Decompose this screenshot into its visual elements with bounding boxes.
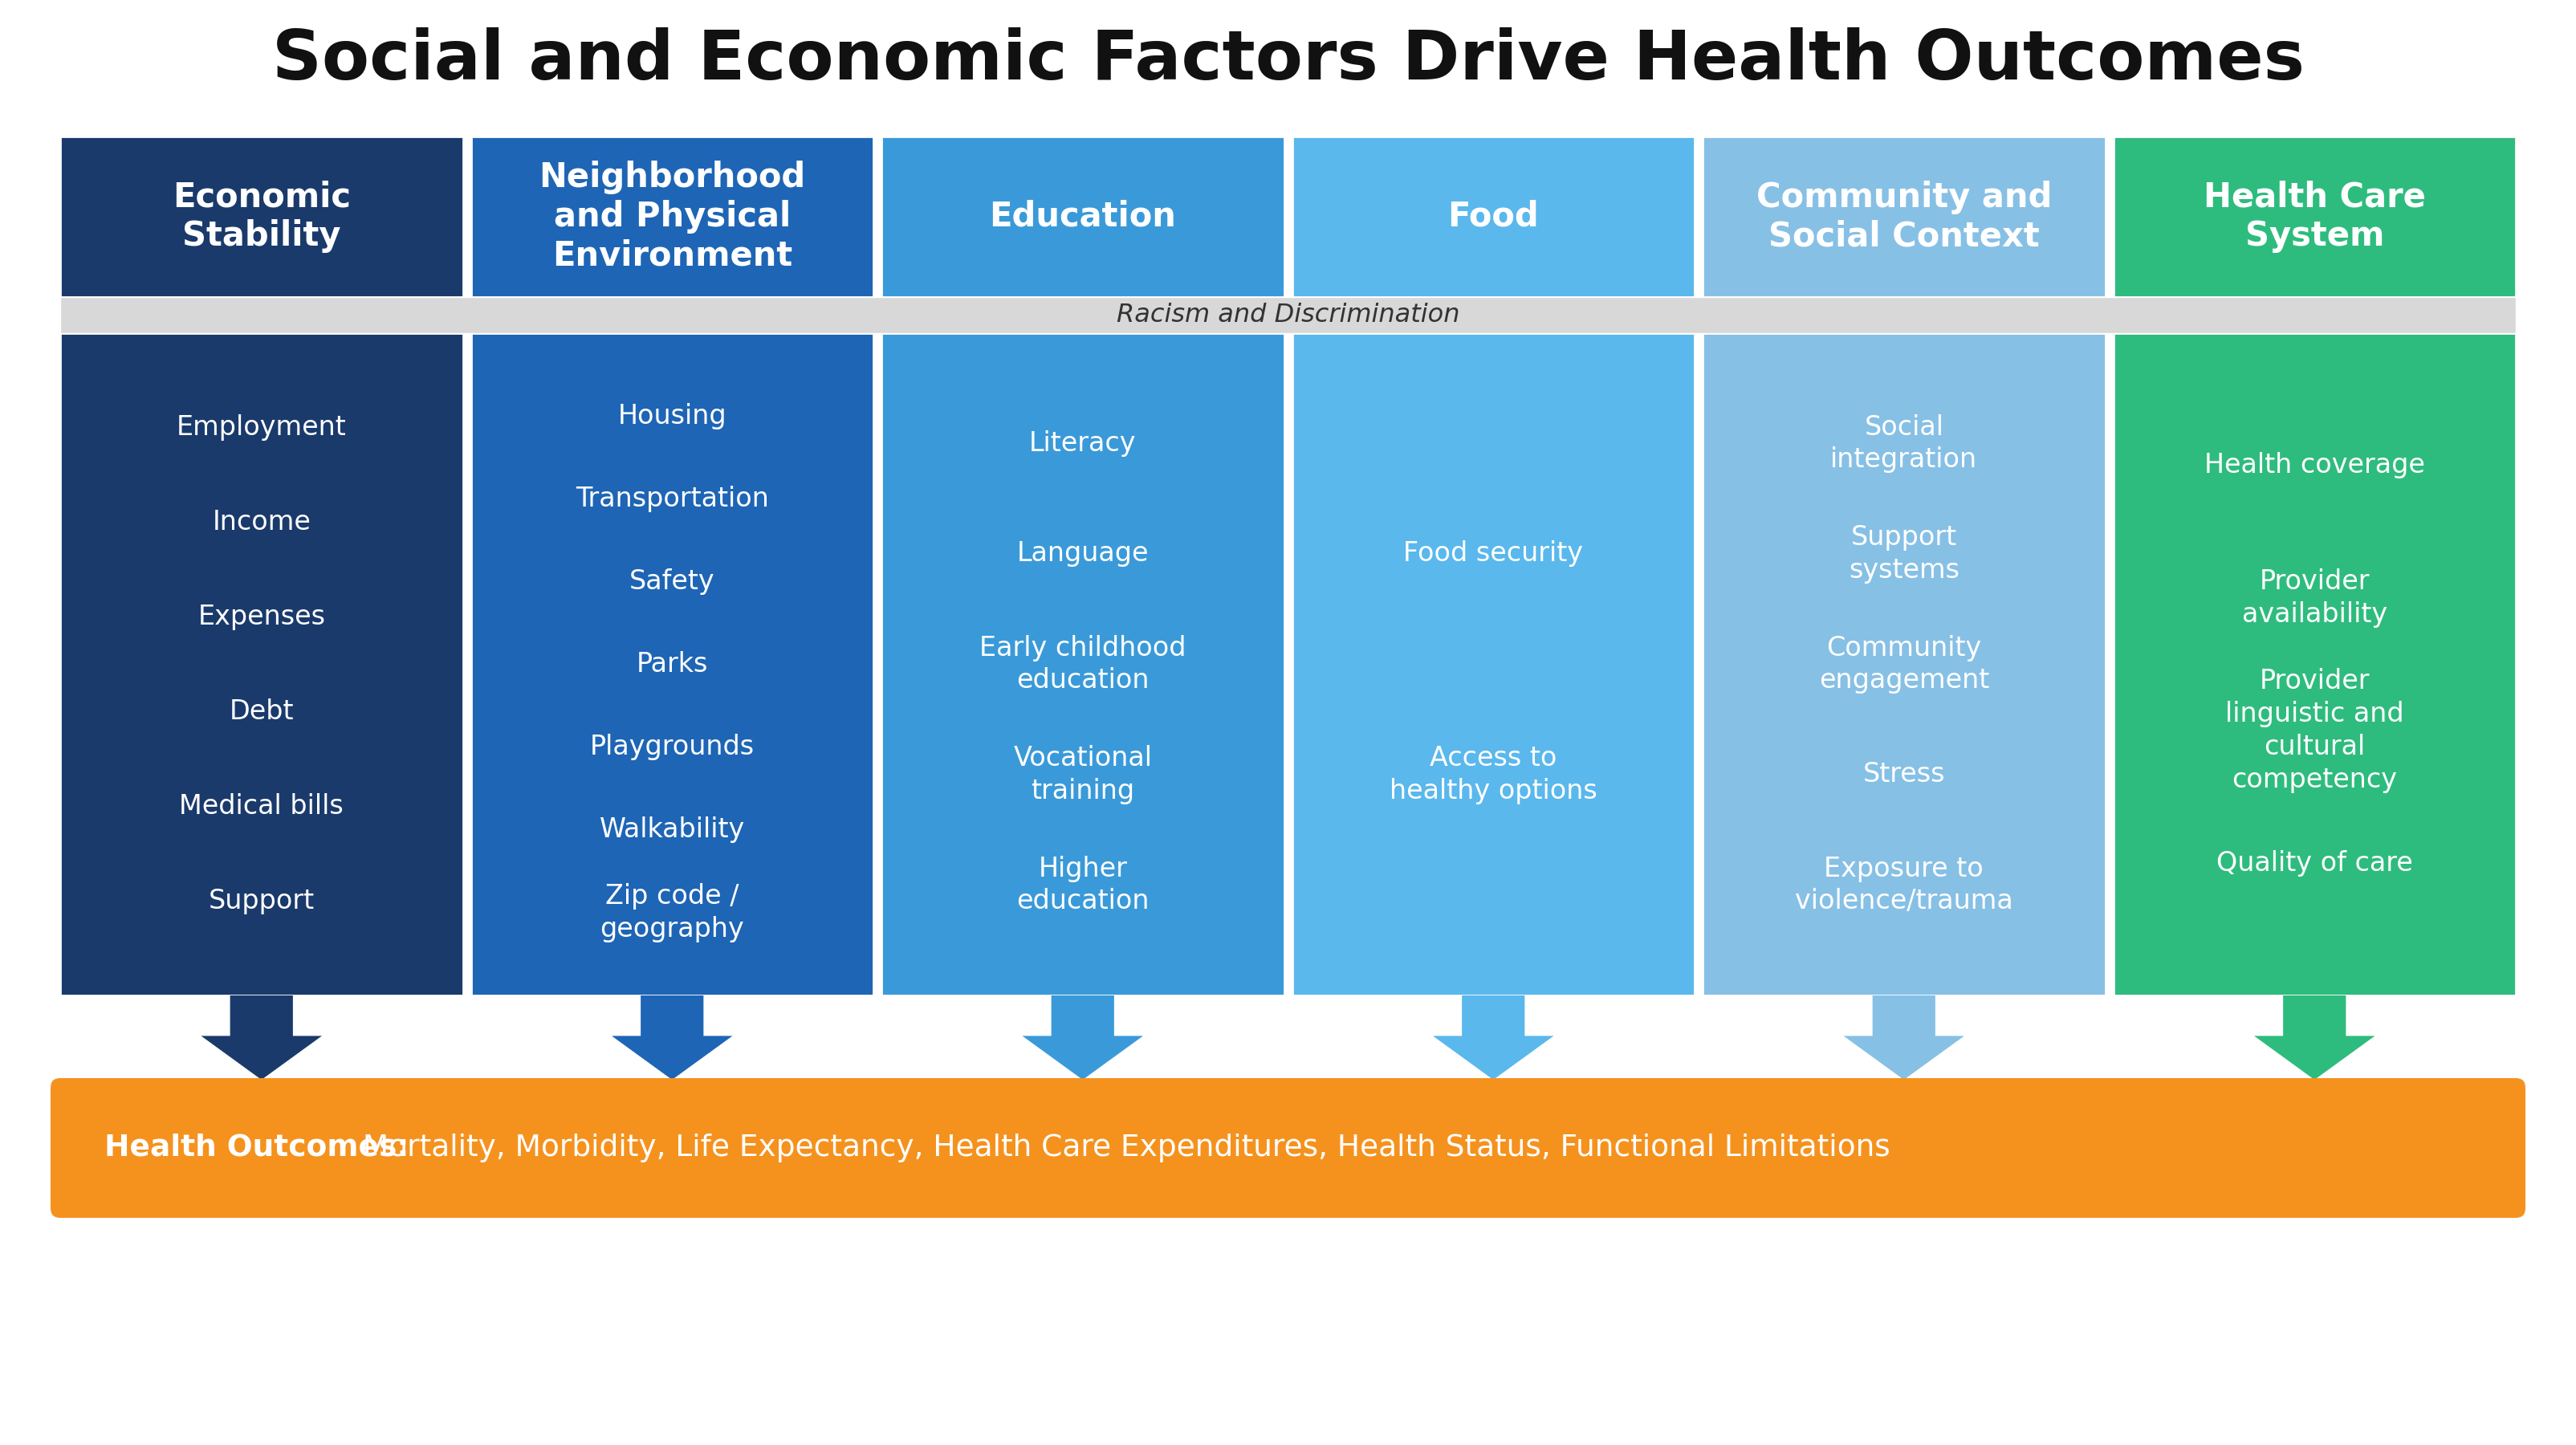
Text: Neighborhood
and Physical
Environment: Neighborhood and Physical Environment: [538, 160, 806, 273]
Polygon shape: [1432, 996, 1553, 1079]
Text: Community
engagement: Community engagement: [1819, 634, 1989, 694]
Text: Debt: Debt: [229, 698, 294, 725]
Bar: [1293, 334, 1695, 996]
Bar: [1703, 334, 2105, 996]
Text: Literacy: Literacy: [1030, 431, 1136, 457]
Text: Language: Language: [1018, 540, 1149, 566]
Text: Stress: Stress: [1862, 762, 1945, 788]
Text: Community and
Social Context: Community and Social Context: [1757, 181, 2050, 253]
Text: Quality of care: Quality of care: [2215, 850, 2414, 876]
Text: Health Outcomes:: Health Outcomes:: [106, 1133, 410, 1162]
Bar: [59, 298, 2517, 334]
Text: Playgrounds: Playgrounds: [590, 734, 755, 760]
Text: Medical bills: Medical bills: [180, 793, 343, 819]
Text: Parks: Parks: [636, 652, 708, 678]
Text: Income: Income: [211, 509, 312, 536]
Bar: [471, 334, 873, 996]
Text: Social
integration: Social integration: [1832, 413, 1978, 473]
Text: Employment: Employment: [178, 415, 348, 441]
Text: Safety: Safety: [629, 568, 716, 595]
Text: Education: Education: [989, 199, 1177, 234]
Text: Provider
linguistic and
cultural
competency: Provider linguistic and cultural compete…: [2226, 668, 2403, 793]
Text: Access to
healthy options: Access to healthy options: [1388, 746, 1597, 805]
Text: Transportation: Transportation: [574, 486, 768, 512]
Bar: [881, 334, 1283, 996]
Text: Economic
Stability: Economic Stability: [173, 181, 350, 253]
Text: Health Care
System: Health Care System: [2202, 181, 2427, 253]
Text: Racism and Discrimination: Racism and Discrimination: [1115, 302, 1461, 328]
Bar: [881, 136, 1283, 298]
Polygon shape: [201, 996, 322, 1079]
Polygon shape: [1023, 996, 1144, 1079]
Text: Provider
availability: Provider availability: [2241, 568, 2388, 627]
Text: Support
systems: Support systems: [1850, 525, 1960, 584]
Text: Support: Support: [209, 887, 314, 915]
Text: Zip code /
geography: Zip code / geography: [600, 883, 744, 942]
Polygon shape: [1844, 996, 1965, 1079]
Text: Expenses: Expenses: [198, 604, 325, 630]
Text: Mortality, Morbidity, Life Expectancy, Health Care Expenditures, Health Status, : Mortality, Morbidity, Life Expectancy, H…: [353, 1133, 1891, 1162]
Text: Early childhood
education: Early childhood education: [979, 634, 1185, 694]
Bar: [471, 136, 873, 298]
Text: Walkability: Walkability: [600, 816, 744, 842]
Bar: [2112, 334, 2517, 996]
Polygon shape: [2254, 996, 2375, 1079]
Text: Exposure to
violence/trauma: Exposure to violence/trauma: [1795, 855, 2012, 915]
Bar: [59, 334, 464, 996]
Text: Food: Food: [1448, 199, 1538, 234]
Polygon shape: [611, 996, 732, 1079]
Bar: [1293, 136, 1695, 298]
Text: Social and Economic Factors Drive Health Outcomes: Social and Economic Factors Drive Health…: [270, 27, 2306, 94]
Text: Health coverage: Health coverage: [2205, 452, 2424, 478]
Bar: [1703, 136, 2105, 298]
Text: Vocational
training: Vocational training: [1012, 746, 1151, 805]
Text: Higher
education: Higher education: [1018, 855, 1149, 915]
FancyBboxPatch shape: [52, 1078, 2524, 1218]
Text: Housing: Housing: [618, 403, 726, 429]
Bar: [2112, 136, 2517, 298]
Text: Food security: Food security: [1404, 540, 1584, 566]
Bar: [59, 136, 464, 298]
